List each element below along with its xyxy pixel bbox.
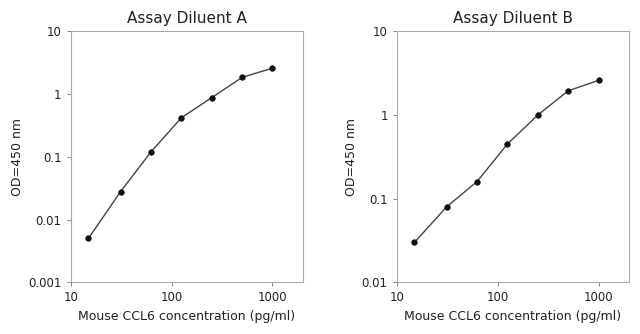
Title: Assay Diluent B: Assay Diluent B (453, 11, 573, 26)
Title: Assay Diluent A: Assay Diluent A (127, 11, 246, 26)
Y-axis label: OD=450 nm: OD=450 nm (344, 118, 358, 196)
Y-axis label: OD=450 nm: OD=450 nm (11, 118, 24, 196)
X-axis label: Mouse CCL6 concentration (pg/ml): Mouse CCL6 concentration (pg/ml) (404, 310, 621, 323)
X-axis label: Mouse CCL6 concentration (pg/ml): Mouse CCL6 concentration (pg/ml) (78, 310, 295, 323)
